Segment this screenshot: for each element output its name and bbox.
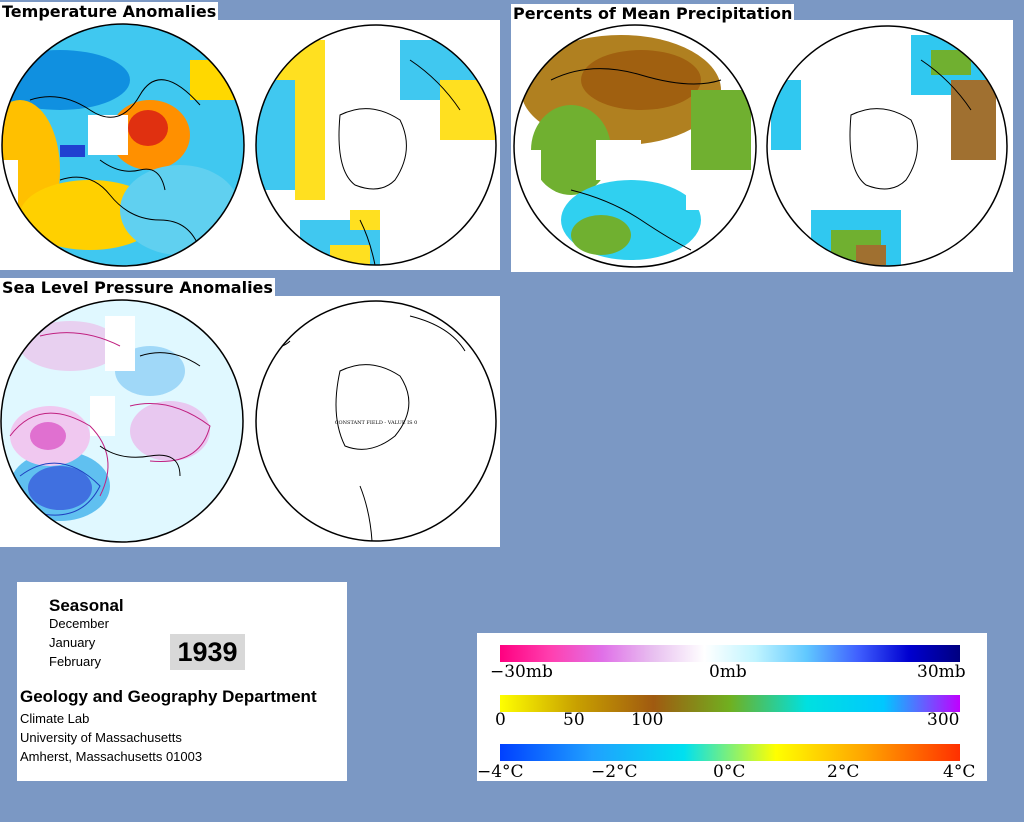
temp-label-2: 2°C — [827, 762, 860, 782]
pressure-label-max: 30mb — [917, 662, 966, 682]
precipitation-maps — [513, 24, 1008, 268]
precip-label-100: 100 — [631, 710, 664, 730]
precipitation-south-hemisphere — [767, 26, 1007, 266]
pressure-north-hemisphere — [1, 300, 243, 542]
lab-name: Climate Lab — [20, 711, 90, 726]
department-name: Geology and Geography Department — [20, 687, 317, 706]
temp-label-neg4: −4°C — [477, 762, 524, 782]
precip-label-50: 50 — [563, 710, 585, 730]
address: Amherst, Massachusetts 01003 — [20, 749, 203, 764]
legend-bars — [500, 645, 960, 761]
temperature-south-hemisphere — [256, 25, 496, 265]
pressure-title: Sea Level Pressure Anomalies — [0, 278, 275, 298]
constant-field-note: CONSTANT FIELD - VALUE IS 0 — [335, 420, 418, 426]
precipitation-title: Percents of Mean Precipitation — [511, 4, 795, 24]
temp-label-neg2: −2°C — [591, 762, 638, 782]
precipitation-north-hemisphere — [514, 25, 756, 267]
temp-label-4: 4°C — [943, 762, 976, 782]
pressure-maps: CONSTANT FIELD - VALUE IS 0 — [0, 299, 497, 543]
info-box: Seasonal December January February 1939 … — [17, 582, 347, 781]
pressure-south-hemisphere — [256, 301, 496, 541]
temp-label-0: 0°C — [713, 762, 746, 782]
university-name: University of Massachusetts — [20, 730, 182, 745]
pressure-scale-bar — [500, 645, 960, 662]
temperature-title: Temperature Anomalies — [0, 2, 219, 22]
month-3: February — [49, 654, 102, 669]
precipitation-scale-bar — [500, 695, 960, 712]
month-1: December — [49, 616, 109, 631]
temperature-scale-bar — [500, 744, 960, 761]
precipitation-panel — [511, 20, 1013, 272]
period-label: Seasonal — [49, 596, 124, 615]
temperature-north-hemisphere — [2, 24, 244, 266]
year-badge: 1939 — [170, 634, 245, 670]
pressure-label-zero: 0mb — [709, 662, 747, 682]
precip-label-0: 0 — [495, 710, 506, 730]
temperature-panel — [0, 20, 500, 270]
pressure-label-min: −30mb — [490, 662, 553, 682]
month-2: January — [49, 635, 96, 650]
color-legend: −30mb 0mb 30mb 0 50 100 300 −4°C −2°C 0°… — [477, 633, 987, 782]
temperature-maps — [1, 23, 497, 267]
pressure-panel: CONSTANT FIELD - VALUE IS 0 — [0, 296, 500, 547]
precip-label-300: 300 — [927, 710, 960, 730]
